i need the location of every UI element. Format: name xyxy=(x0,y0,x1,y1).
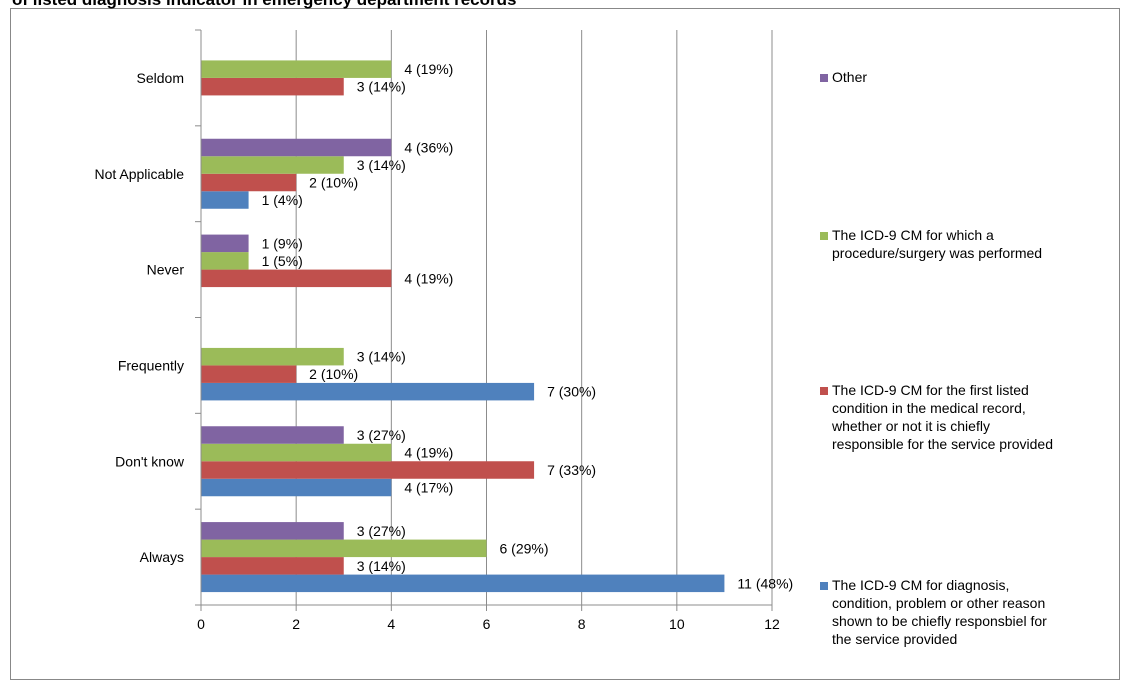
legend-label-0-3: the service provided xyxy=(832,631,957,647)
legend-marker-0 xyxy=(820,582,828,590)
data-label-1-2: 4 (19%) xyxy=(404,270,453,286)
data-label-3-5: 3 (27%) xyxy=(357,523,406,539)
bar-1-2 xyxy=(201,269,392,288)
data-label-2-2: 1 (5%) xyxy=(262,253,303,269)
bar-0-1 xyxy=(201,191,249,209)
category-label-2: Never xyxy=(147,262,185,278)
data-label-1-1: 2 (10%) xyxy=(309,175,358,191)
bar-1-3 xyxy=(201,365,297,383)
data-label-3-2: 1 (9%) xyxy=(262,235,303,251)
data-label-1-0: 3 (14%) xyxy=(357,79,406,95)
x-tick-label-0: 0 xyxy=(197,616,205,632)
data-label-0-1: 1 (4%) xyxy=(262,192,303,208)
legend-marker-1 xyxy=(820,387,828,395)
bar-2-3 xyxy=(201,347,344,366)
page-title: of listed diagnosis indicator in emergen… xyxy=(12,0,516,10)
bar-3-4 xyxy=(201,426,344,444)
bar-2-0 xyxy=(201,60,392,78)
x-tick-label-2: 2 xyxy=(292,616,300,632)
chart-frame xyxy=(10,8,1120,680)
data-label-2-3: 3 (14%) xyxy=(357,349,406,365)
bar-3-5 xyxy=(201,522,344,540)
bar-2-1 xyxy=(201,156,344,174)
legend-label-0-1: condition, problem or other reason xyxy=(832,595,1045,611)
data-label-2-1: 3 (14%) xyxy=(357,157,406,173)
category-label-3: Frequently xyxy=(118,357,184,373)
bar-2-5 xyxy=(201,539,487,558)
data-label-0-3: 7 (30%) xyxy=(547,384,596,400)
bar-1-0 xyxy=(201,77,344,96)
legend-label-1-3: responsible for the service provided xyxy=(832,436,1053,452)
bar-2-4 xyxy=(201,443,392,462)
data-label-0-5: 11 (48%) xyxy=(737,575,793,591)
legend-marker-3 xyxy=(820,74,828,82)
x-tick-label-4: 4 xyxy=(387,616,395,632)
legend-label-1-0: The ICD-9 CM for the first listed xyxy=(832,382,1029,398)
legend-label-2-1: procedure/surgery was performed xyxy=(832,245,1042,261)
category-label-5: Always xyxy=(140,549,184,565)
category-label-4: Don't know xyxy=(115,453,185,469)
x-tick-label-12: 12 xyxy=(764,616,780,632)
data-label-1-5: 3 (14%) xyxy=(357,558,406,574)
bar-1-5 xyxy=(201,557,344,575)
bar-3-2 xyxy=(201,234,249,253)
legend-label-1-1: condition in the medical record, xyxy=(832,400,1026,416)
bar-0-3 xyxy=(201,382,535,401)
data-label-2-0: 4 (19%) xyxy=(404,61,453,77)
bar-3-1 xyxy=(201,138,392,157)
data-label-2-5: 6 (29%) xyxy=(500,540,549,556)
legend-label-1-2: whether or not it is chiefly xyxy=(831,418,990,434)
bar-1-4 xyxy=(201,461,535,479)
x-tick-label-6: 6 xyxy=(483,616,491,632)
bar-0-4 xyxy=(201,478,392,497)
category-label-1: Not Applicable xyxy=(94,166,184,182)
category-label-0: Seldom xyxy=(137,70,184,86)
legend-label-3-0: Other xyxy=(832,69,867,85)
legend-label-0-2: shown to be chiefly responsbiel for xyxy=(832,613,1047,629)
bar-1-1 xyxy=(201,173,297,192)
x-tick-label-8: 8 xyxy=(578,616,586,632)
data-label-1-3: 2 (10%) xyxy=(309,366,358,382)
data-label-0-4: 4 (17%) xyxy=(404,480,453,496)
data-label-3-4: 3 (27%) xyxy=(357,427,406,443)
legend-label-2-0: The ICD-9 CM for which a xyxy=(832,227,994,243)
data-label-1-4: 7 (33%) xyxy=(547,462,596,478)
x-tick-label-10: 10 xyxy=(669,616,685,632)
data-label-3-1: 4 (36%) xyxy=(404,140,453,156)
legend-label-0-0: The ICD-9 CM for diagnosis, xyxy=(832,577,1009,593)
bar-2-2 xyxy=(201,252,249,270)
data-label-2-4: 4 (19%) xyxy=(404,445,453,461)
legend-marker-2 xyxy=(820,232,828,240)
bar-0-5 xyxy=(201,574,725,593)
